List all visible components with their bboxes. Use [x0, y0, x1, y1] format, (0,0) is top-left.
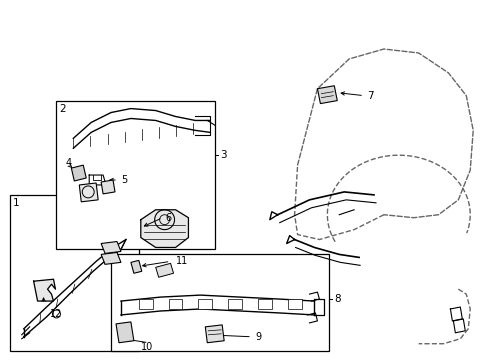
- Bar: [228, 299, 242, 309]
- Text: 4: 4: [65, 158, 71, 168]
- Polygon shape: [131, 260, 142, 273]
- Polygon shape: [101, 242, 121, 253]
- Polygon shape: [71, 165, 86, 181]
- Polygon shape: [205, 325, 224, 343]
- Bar: [287, 299, 301, 309]
- Bar: [198, 299, 212, 309]
- Polygon shape: [317, 86, 337, 104]
- Text: 10: 10: [141, 342, 153, 352]
- Text: 6: 6: [165, 213, 171, 223]
- Bar: [139, 299, 152, 309]
- Polygon shape: [141, 210, 188, 247]
- Bar: [10, 195, 139, 351]
- Text: 2: 2: [60, 104, 66, 113]
- Text: 7: 7: [366, 91, 373, 101]
- Text: 1: 1: [13, 198, 20, 208]
- Polygon shape: [116, 322, 134, 343]
- Text: 9: 9: [254, 332, 261, 342]
- Polygon shape: [34, 279, 55, 301]
- Text: 5: 5: [121, 175, 127, 185]
- Text: 12: 12: [50, 309, 62, 319]
- Polygon shape: [101, 252, 121, 264]
- Bar: [257, 299, 271, 309]
- Text: 3: 3: [220, 150, 226, 160]
- Text: 11: 11: [175, 256, 187, 266]
- Bar: [111, 255, 328, 351]
- Bar: [168, 299, 182, 309]
- Polygon shape: [101, 180, 115, 194]
- Bar: [56, 100, 215, 249]
- Text: 8: 8: [334, 294, 340, 304]
- Polygon shape: [79, 183, 98, 202]
- Polygon shape: [155, 264, 173, 277]
